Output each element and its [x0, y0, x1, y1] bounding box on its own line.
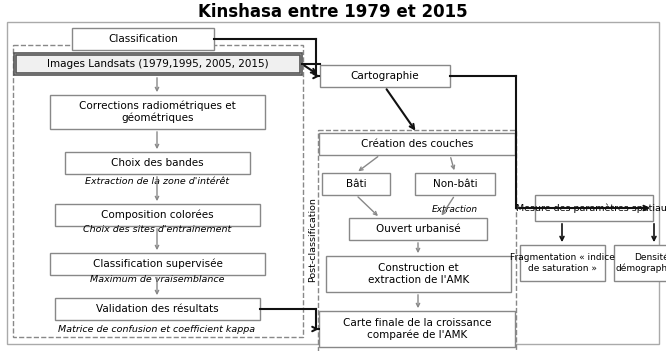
Text: Fragmentation « indice
de saturation »: Fragmentation « indice de saturation » — [510, 253, 615, 273]
Bar — [520, 245, 605, 281]
Bar — [65, 152, 250, 174]
Bar — [319, 311, 515, 347]
Text: Maximum de vraisemblance: Maximum de vraisemblance — [90, 274, 224, 284]
Text: Mesure des paramètres spatiaux: Mesure des paramètres spatiaux — [515, 203, 666, 213]
Text: Bâti: Bâti — [346, 179, 366, 189]
Text: Validation des résultats: Validation des résultats — [96, 304, 219, 314]
Bar — [16, 55, 300, 73]
Text: Construction et
extraction de l'AMK: Construction et extraction de l'AMK — [368, 263, 469, 285]
Text: Choix des sites d'entrainement: Choix des sites d'entrainement — [83, 225, 231, 234]
Text: Extraction: Extraction — [432, 205, 478, 213]
Bar — [318, 130, 516, 351]
Text: Extraction de la zone d'intérêt: Extraction de la zone d'intérêt — [85, 177, 229, 185]
Bar — [13, 45, 303, 337]
Text: Densités
démographiques: Densités démographiques — [616, 253, 666, 273]
Bar — [614, 245, 666, 281]
Text: Création des couches: Création des couches — [361, 139, 473, 149]
Bar — [55, 298, 260, 320]
Text: Kinshasa entre 1979 et 2015: Kinshasa entre 1979 et 2015 — [198, 3, 468, 21]
Bar — [14, 53, 302, 75]
Bar — [319, 133, 515, 155]
Text: Carte finale de la croissance
comparée de l'AMK: Carte finale de la croissance comparée d… — [343, 318, 492, 340]
Bar — [322, 173, 390, 195]
Bar — [50, 95, 265, 129]
Text: Images Landsats (1979,1995, 2005, 2015): Images Landsats (1979,1995, 2005, 2015) — [47, 59, 269, 69]
Text: Matrice de confusion et coefficient kappa: Matrice de confusion et coefficient kapp… — [59, 325, 256, 335]
Bar — [55, 204, 260, 226]
Text: Post-classification: Post-classification — [308, 198, 318, 283]
Bar — [50, 253, 265, 275]
Text: Classification supervisée: Classification supervisée — [93, 259, 222, 269]
Bar — [320, 65, 450, 87]
Bar — [349, 218, 487, 240]
Bar — [72, 28, 214, 50]
Bar — [326, 256, 511, 292]
Text: Composition colorées: Composition colorées — [101, 210, 214, 220]
Text: Corrections radiométriques et
géométriques: Corrections radiométriques et géométriqu… — [79, 101, 236, 123]
Text: Non-bâti: Non-bâti — [433, 179, 478, 189]
Bar — [415, 173, 495, 195]
Text: Classification: Classification — [108, 34, 178, 44]
Text: Choix des bandes: Choix des bandes — [111, 158, 204, 168]
Bar — [535, 195, 653, 221]
Text: Cartographie: Cartographie — [351, 71, 420, 81]
Text: Ouvert urbanisé: Ouvert urbanisé — [376, 224, 460, 234]
